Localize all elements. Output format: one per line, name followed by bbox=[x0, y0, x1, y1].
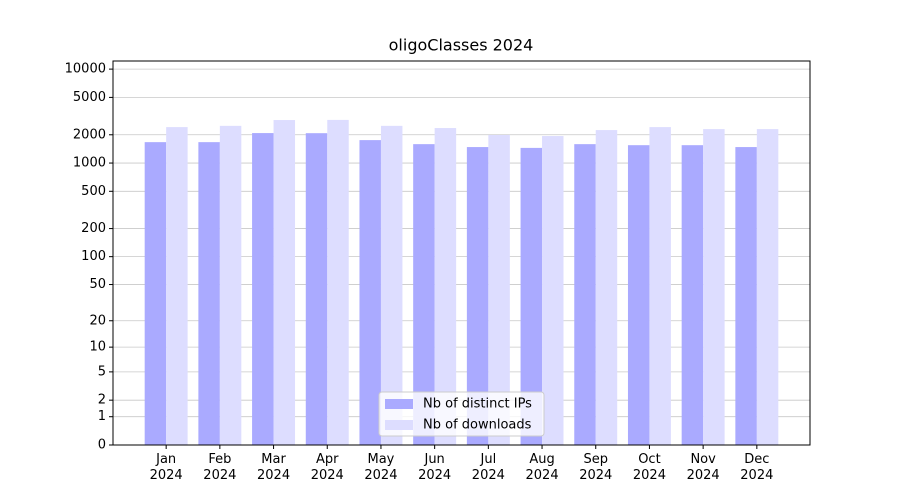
bar bbox=[681, 145, 704, 445]
y-tick-label: 200 bbox=[81, 221, 106, 236]
bar bbox=[735, 147, 757, 446]
bar bbox=[327, 119, 349, 445]
chart-title: oligoClasses 2024 bbox=[389, 36, 534, 55]
y-tick-label: 500 bbox=[81, 184, 106, 199]
y-tick-label: 2 bbox=[98, 393, 106, 408]
bar bbox=[198, 142, 220, 445]
bar bbox=[252, 133, 274, 445]
legend-box bbox=[378, 391, 545, 437]
y-tick-label: 50 bbox=[89, 277, 106, 292]
y-tick-label: 1 bbox=[98, 409, 106, 424]
y-tick-label: 10000 bbox=[65, 62, 106, 77]
bar bbox=[520, 147, 543, 445]
y-tick-label: 5 bbox=[98, 364, 106, 379]
legend: Nb of distinct IPs Nb of downloads bbox=[378, 391, 545, 437]
x-tick-label: Feb 2024 bbox=[203, 452, 237, 483]
x-tick-label: Apr 2024 bbox=[310, 452, 344, 483]
legend-label: Nb of distinct IPs bbox=[423, 397, 532, 412]
x-tick-label: Nov 2024 bbox=[686, 452, 720, 483]
legend-swatch bbox=[385, 399, 413, 409]
y-tick-label: 0 bbox=[98, 438, 106, 453]
bar bbox=[413, 144, 435, 445]
bar bbox=[627, 145, 650, 445]
bar bbox=[359, 140, 381, 445]
legend-swatch bbox=[385, 420, 413, 430]
bar bbox=[380, 125, 403, 445]
y-tick-label: 2000 bbox=[73, 127, 106, 142]
x-tick-label: Jan 2024 bbox=[149, 452, 183, 483]
legend-label: Nb of downloads bbox=[423, 418, 532, 433]
y-tick-label: 100 bbox=[81, 249, 106, 264]
x-tick-label: Oct 2024 bbox=[632, 452, 666, 483]
y-tick-label: 20 bbox=[89, 313, 106, 328]
bar bbox=[466, 147, 489, 446]
x-tick-label: Sep 2024 bbox=[579, 452, 613, 483]
bar bbox=[219, 125, 242, 445]
bar bbox=[305, 133, 328, 445]
x-tick-label: May 2024 bbox=[364, 452, 398, 483]
bar bbox=[574, 144, 596, 445]
y-tick-label: 10 bbox=[89, 340, 106, 355]
bar bbox=[649, 127, 671, 445]
bar bbox=[703, 129, 725, 445]
plot-frame bbox=[112, 60, 811, 446]
y-tick-label: 1000 bbox=[73, 156, 106, 171]
bar bbox=[756, 129, 779, 445]
x-tick-label: Dec 2024 bbox=[740, 452, 774, 483]
bar bbox=[595, 130, 618, 445]
bar bbox=[434, 128, 457, 445]
bar bbox=[144, 142, 167, 445]
bar bbox=[488, 134, 510, 446]
x-tick-label: Jul 2024 bbox=[471, 452, 505, 483]
bar bbox=[166, 127, 188, 445]
x-tick-label: Aug 2024 bbox=[525, 452, 559, 483]
y-tick-label: 5000 bbox=[73, 90, 106, 105]
bar bbox=[273, 120, 296, 445]
bar bbox=[542, 136, 564, 445]
x-tick-label: Jun 2024 bbox=[418, 452, 452, 483]
x-tick-label: Mar 2024 bbox=[257, 452, 291, 483]
